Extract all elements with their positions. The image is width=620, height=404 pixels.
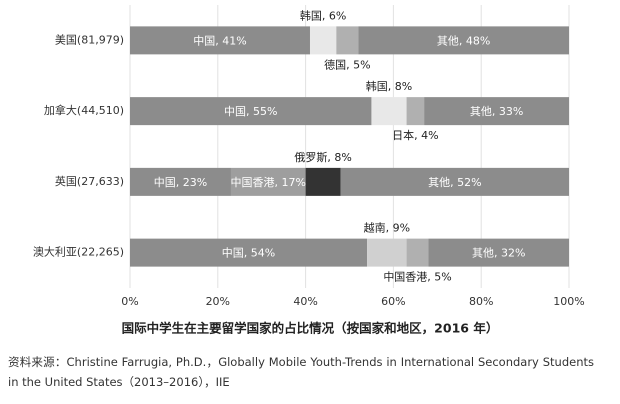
bar-segment xyxy=(371,97,407,126)
x-tick-label: 40% xyxy=(293,295,317,308)
bar-segment xyxy=(406,238,429,267)
bar-segment xyxy=(130,167,231,196)
bar-segment xyxy=(340,167,569,196)
data-label: 中国, 41% xyxy=(193,34,246,47)
bar-segment xyxy=(358,26,569,55)
bar-segment xyxy=(424,97,569,126)
source-note: 资料来源：Christine Farrugia, Ph.D.，Globally … xyxy=(8,355,594,389)
data-label: 俄罗斯, 8% xyxy=(294,151,351,164)
x-tick-label: 100% xyxy=(553,295,584,308)
bar-segment xyxy=(130,238,368,267)
bar-segment xyxy=(367,238,407,267)
bar-segment xyxy=(336,26,359,55)
bar-segment xyxy=(406,97,425,126)
chart-title: 国际中学生在主要留学国家的占比情况（按国家和地区，2016 年） xyxy=(122,321,499,336)
x-tick-label: 60% xyxy=(381,295,405,308)
data-label: 其他, 32% xyxy=(472,247,525,260)
data-label: 中国香港, 5% xyxy=(383,271,451,284)
data-label: 其他, 48% xyxy=(437,34,490,47)
bar-segment xyxy=(428,238,569,267)
bar-segment xyxy=(305,167,341,196)
bar-segment xyxy=(230,167,306,196)
chart: 国际中学生在主要留学国家的占比情况（按国家和地区，2016 年） 0% 20% 40… xyxy=(33,5,585,336)
data-label: 中国, 54% xyxy=(222,247,275,260)
bar-segment xyxy=(130,26,310,55)
bar-segment xyxy=(130,97,372,126)
x-tick-label: 80% xyxy=(469,295,493,308)
data-label: 德国, 5% xyxy=(324,57,370,71)
y-tick-label: 美国(81,979) xyxy=(55,33,124,46)
y-tick-label: 加拿大(44,510) xyxy=(44,103,124,117)
x-tick-label: 20% xyxy=(206,295,230,308)
data-label: 中国, 23% xyxy=(154,176,207,189)
data-label: 中国, 55% xyxy=(224,105,277,118)
y-tick-label: 英国(27,633) xyxy=(55,174,124,188)
x-tick-label: 0% xyxy=(121,295,138,308)
data-label: 其他, 33% xyxy=(470,105,523,118)
bar-segment xyxy=(309,26,337,55)
data-label: 越南, 9% xyxy=(364,221,410,235)
data-label: 中国香港, 17% xyxy=(231,176,306,189)
data-label: 韩国, 6% xyxy=(300,8,346,22)
y-tick-label: 澳大利亚(22,265) xyxy=(33,245,124,259)
data-label: 日本, 4% xyxy=(392,128,438,142)
data-label: 韩国, 8% xyxy=(366,79,412,93)
data-label: 其他, 52% xyxy=(428,176,481,189)
